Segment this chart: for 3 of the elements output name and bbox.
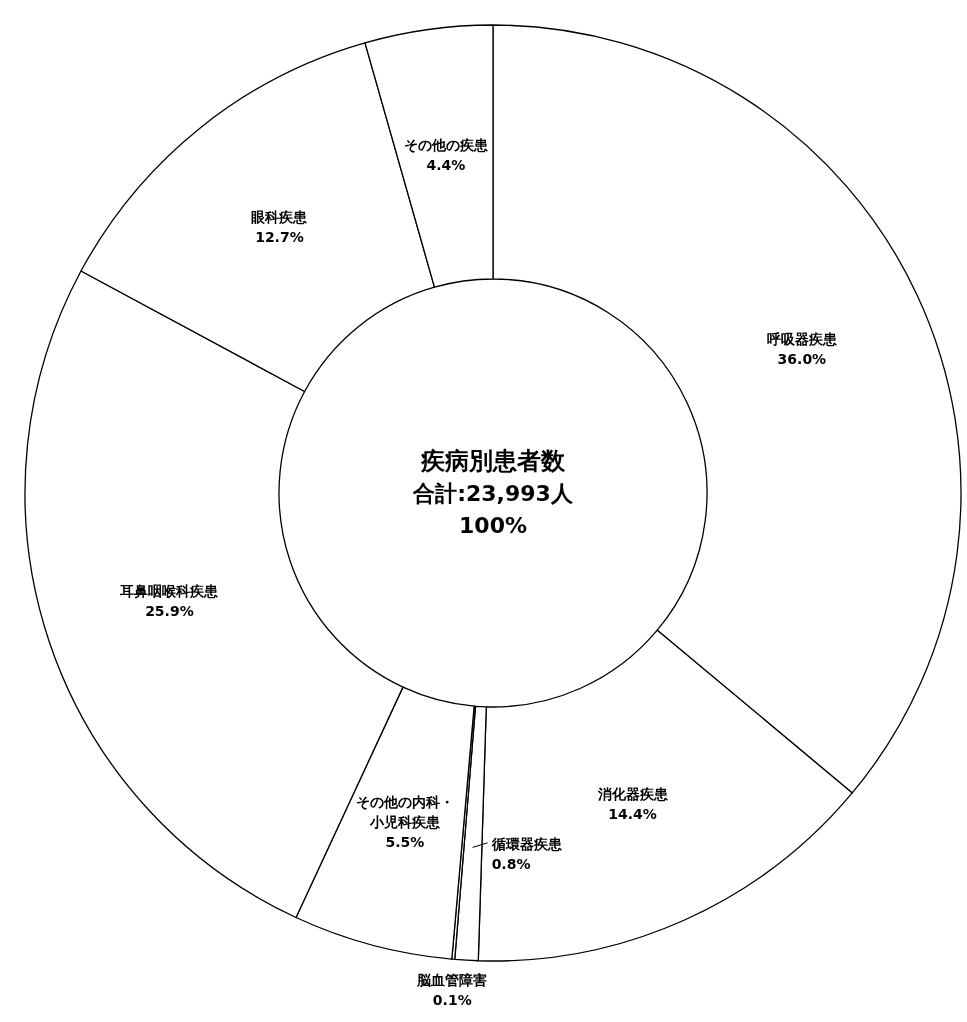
text: 合計:23,993人	[412, 481, 574, 506]
text: 100%	[459, 513, 527, 538]
text: 疾病別患者数	[420, 447, 566, 475]
